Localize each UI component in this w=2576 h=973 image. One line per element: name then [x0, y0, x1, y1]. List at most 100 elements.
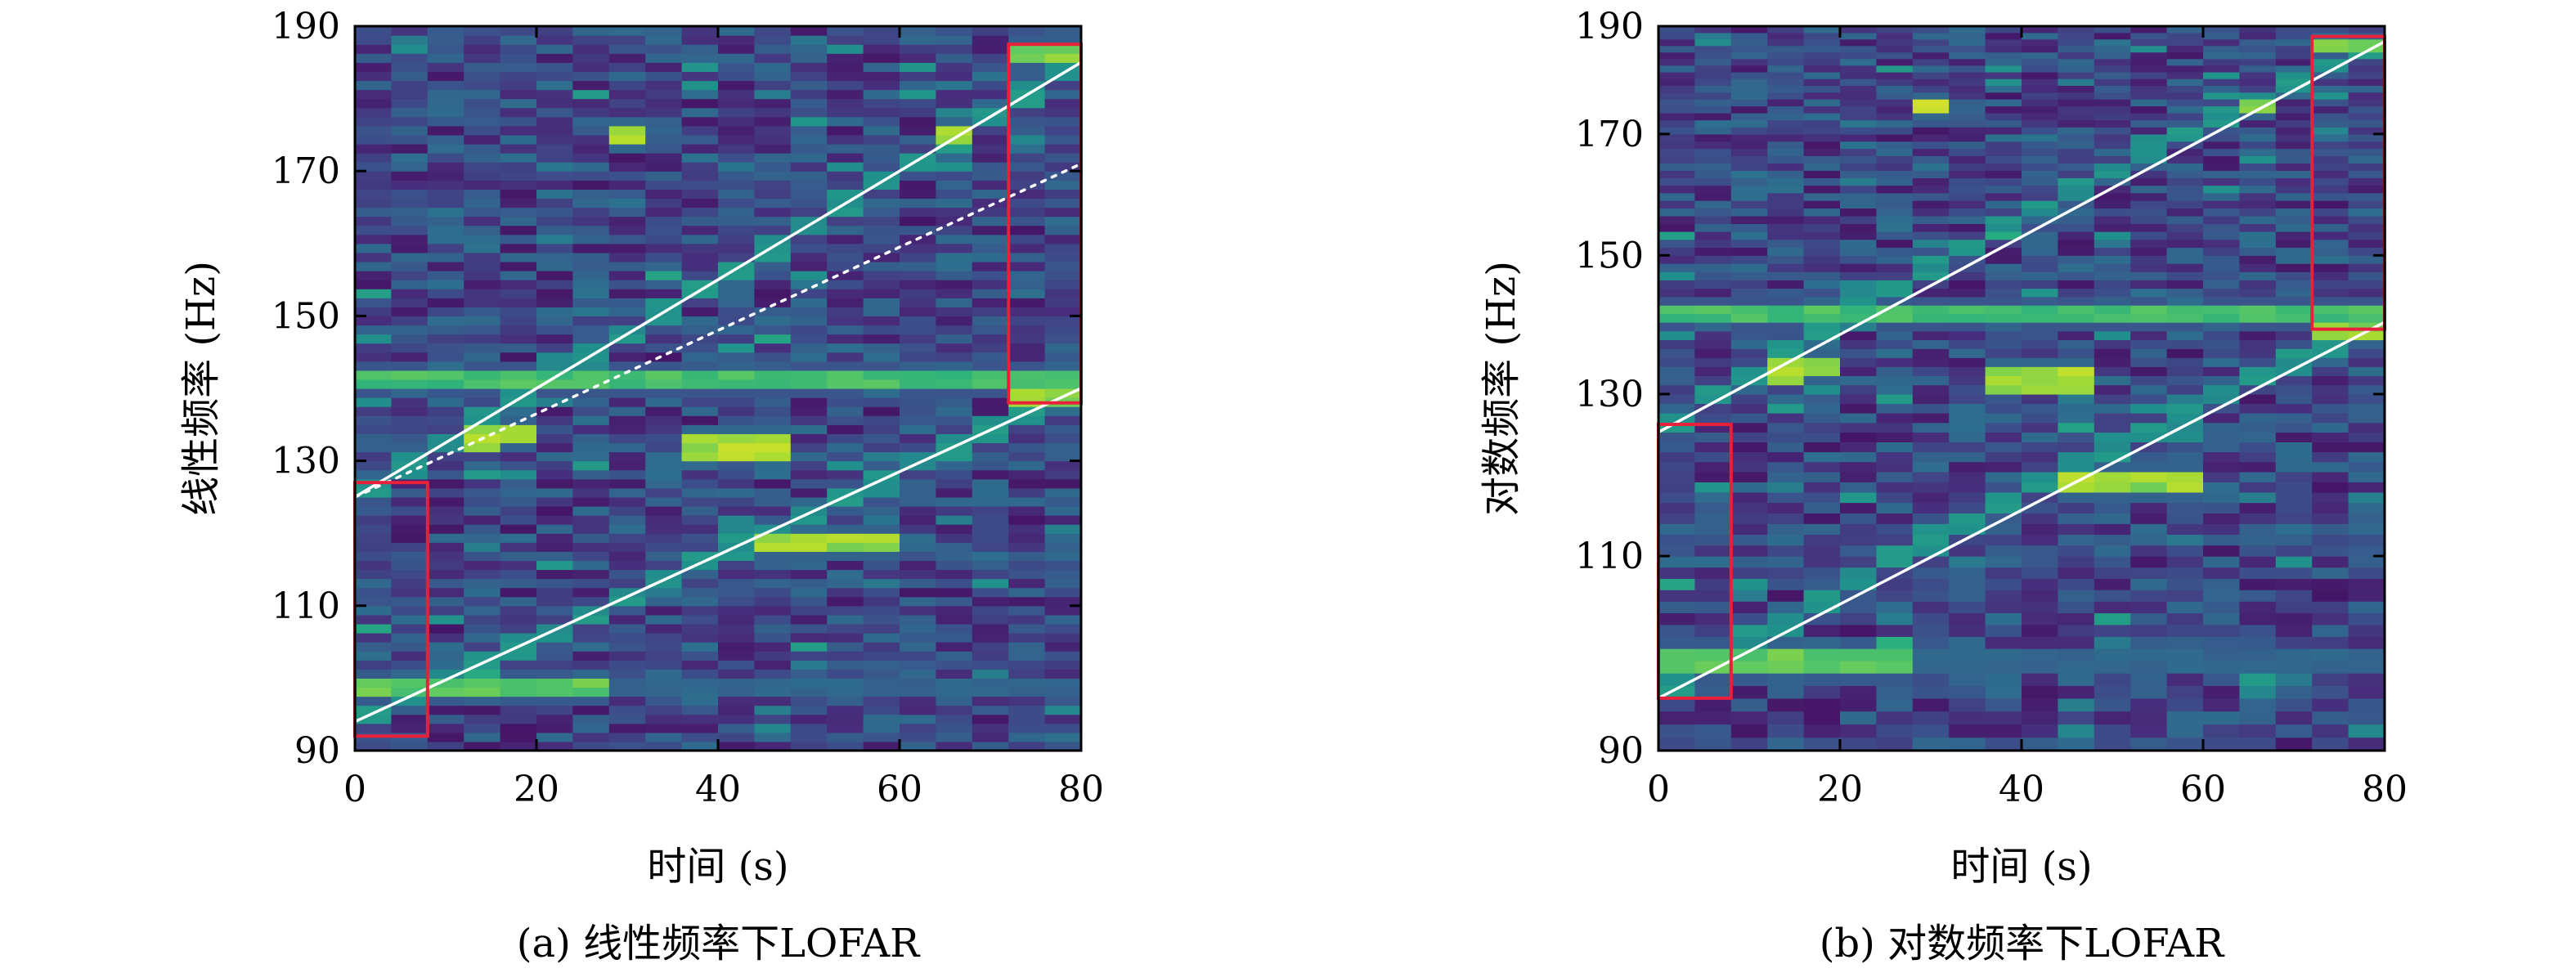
heatmap-cell: [1658, 636, 1695, 649]
heatmap-cell: [754, 361, 792, 371]
heatmap-cell: [427, 280, 464, 289]
heatmap-cell: [1985, 534, 2022, 546]
heatmap-cell: [1658, 263, 1695, 272]
heatmap-cell: [464, 316, 501, 326]
heatmap-cell: [536, 560, 573, 571]
heatmap-cell: [608, 714, 646, 724]
heatmap-cell: [2130, 673, 2168, 686]
heatmap-cell: [1044, 578, 1082, 589]
heatmap-cell: [681, 732, 719, 742]
heatmap-cell: [827, 107, 864, 118]
heatmap-cell: [1985, 612, 2022, 626]
heatmap-cell: [464, 343, 501, 353]
heatmap-cell: [1694, 192, 1732, 201]
heatmap-cell: [1008, 442, 1046, 453]
heatmap-cell: [2058, 660, 2095, 674]
heatmap-cell: [1876, 545, 1914, 557]
heatmap-cell: [645, 80, 683, 91]
heatmap-cell: [2022, 384, 2058, 395]
heatmap-cell: [2312, 697, 2349, 712]
heatmap-cell: [1876, 673, 1914, 686]
heatmap-cell: [2022, 305, 2058, 315]
heatmap-cell: [790, 478, 828, 489]
heatmap-cell: [1767, 482, 1805, 493]
heatmap-cell: [500, 560, 537, 571]
guide-line-solid: [354, 61, 1082, 499]
heatmap-cell: [2348, 330, 2385, 341]
heatmap-cell: [391, 89, 429, 100]
heatmap-cell: [500, 578, 537, 589]
heatmap-cell: [536, 587, 573, 598]
heatmap-cell: [464, 289, 501, 298]
heatmap-cell: [900, 478, 936, 489]
heatmap-cell: [1767, 127, 1805, 135]
heatmap-cell: [900, 216, 936, 226]
heatmap-cell: [2203, 330, 2240, 341]
heatmap-cell: [500, 605, 537, 616]
heatmap-cell: [2022, 685, 2058, 699]
x-axis-label-linear: 时间 (s): [647, 844, 788, 890]
heatmap-cell: [2130, 578, 2168, 590]
heatmap-cell: [2130, 556, 2168, 568]
heatmap-cell: [1008, 642, 1046, 652]
heatmap-cell: [1044, 705, 1082, 715]
heatmap-cell: [1658, 247, 1695, 256]
heatmap-cell: [608, 560, 646, 571]
heatmap-cell: [1840, 38, 1877, 47]
heatmap-cell: [2166, 339, 2204, 349]
heatmap-cell: [1694, 471, 1732, 482]
heatmap-cell: [1876, 422, 1914, 433]
heatmap-cell: [1949, 255, 1986, 264]
heatmap-cell: [2239, 413, 2277, 424]
heatmap-cell: [936, 26, 973, 36]
heatmap-cell: [681, 496, 719, 507]
y-tick-label: 90: [1598, 730, 1644, 772]
heatmap-cell: [2130, 737, 2168, 751]
heatmap-cell: [754, 651, 792, 661]
heatmap-cell: [500, 71, 537, 82]
heatmap-cell: [790, 660, 828, 670]
heatmap-cell: [2094, 105, 2131, 114]
heatmap-cell: [1912, 471, 1950, 482]
heatmap-cell: [1008, 261, 1046, 271]
heatmap-cell: [572, 714, 610, 724]
heatmap-cell: [2166, 590, 2204, 602]
heatmap-cell: [900, 741, 936, 751]
heatmap-cell: [1803, 491, 1841, 504]
heatmap-cell: [681, 705, 719, 715]
heatmap-cell: [1912, 451, 1950, 463]
heatmap-cell: [754, 732, 792, 742]
heatmap-cell: [355, 370, 392, 380]
heatmap-cell: [863, 642, 900, 652]
heatmap-cell: [863, 143, 900, 154]
heatmap-cell: [608, 26, 646, 36]
heatmap-cell: [1876, 636, 1914, 649]
heatmap-cell: [1044, 343, 1082, 353]
heatmap-cell: [1767, 513, 1805, 524]
heatmap-cell: [1767, 711, 1805, 725]
x-tick-label: 0: [1647, 769, 1670, 810]
heatmap-cell: [754, 578, 792, 589]
heatmap-cell: [391, 687, 429, 697]
heatmap-cell: [1985, 711, 2022, 725]
heatmap-cell: [2094, 58, 2131, 66]
heatmap-cell: [718, 551, 755, 562]
heatmap-cell: [2203, 288, 2240, 298]
heatmap-cell: [2312, 339, 2349, 349]
heatmap-cell: [1912, 65, 1950, 73]
heatmap-cell: [427, 424, 464, 434]
heatmap-cell: [754, 334, 792, 344]
heatmap-cell: [608, 261, 646, 271]
heatmap-cell: [972, 587, 1009, 598]
heatmap-cell: [2058, 177, 2095, 186]
heatmap-cell: [2203, 636, 2240, 649]
heatmap-cell: [936, 587, 973, 598]
heatmap-cell: [2275, 119, 2313, 128]
heatmap-cell: [2130, 223, 2168, 232]
heatmap-cell: [572, 143, 610, 154]
heatmap-cell: [2166, 461, 2204, 473]
heatmap-cell: [1912, 119, 1950, 128]
heatmap-cell: [2022, 422, 2058, 433]
heatmap-cell: [355, 651, 392, 661]
heatmap-cell: [1949, 177, 1986, 186]
